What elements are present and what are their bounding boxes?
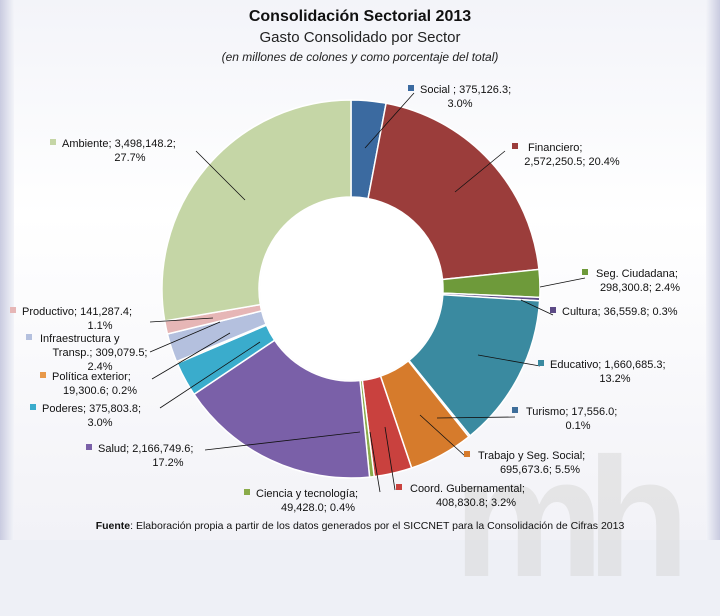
data-label-ambiente: Ambiente; 3,498,148.2; 27.7% [62, 138, 176, 164]
chart-title: Consolidación Sectorial 2013 [248, 8, 472, 25]
leader-line-seg-ciudadana [539, 277, 586, 288]
chart-subtitle: Gasto Consolidado por Sector [259, 29, 461, 46]
unit-note: (en millones de colones y como porcentaj… [221, 50, 499, 64]
leader-line-social [364, 92, 415, 149]
data-label-educativo: Educativo; 1,660,685.3; 13.2% [550, 359, 666, 385]
legend-marker-financiero [512, 143, 518, 149]
legend-marker-salud [86, 444, 92, 450]
legend-marker-ambiente [50, 139, 56, 145]
legend-marker-turismo [512, 407, 518, 413]
data-label-seg-ciudadana: Seg. Ciudadana; 298,300.8; 2.4% [596, 268, 680, 294]
legend-marker-trabajo-y-seg-social [464, 451, 470, 457]
legend-marker-infraestructura-y-transp- [26, 334, 32, 340]
leader-line-turismo [436, 416, 516, 419]
source-text: : Elaboración propia a partir de los dat… [130, 520, 625, 532]
legend-marker-educativo [538, 360, 544, 366]
leader-line-cultura [520, 299, 554, 316]
leader-line-coord-gubernamental [384, 426, 396, 491]
leader-line-financiero [454, 150, 506, 193]
leader-line-salud [204, 431, 361, 451]
data-label-trabajo-y-seg-social: Trabajo y Seg. Social; 695,673.6; 5.5% [478, 450, 585, 476]
left-border [0, 0, 14, 540]
data-label-poderes: Poderes; 375,803.8; 3.0% [42, 403, 141, 429]
legend-marker-seg-ciudadana [582, 269, 588, 275]
data-label-coord-gubernamental: Coord. Gubernamental; 408,830.8; 3.2% [410, 483, 525, 509]
right-border [706, 0, 720, 540]
legend-marker-productivo [10, 307, 16, 313]
leader-line-ciencia-y-tecnolog-a [369, 431, 381, 493]
slice-salud [193, 339, 371, 479]
doughnut-chart: Social ; 375,126.3; 3.0% Financiero; 2,572,… [10, 84, 680, 514]
data-label-productivo: Productivo; 141,287.4; 1.1% [22, 306, 132, 332]
data-label-infraestructura-y-transp-: Infraestructura y Transp.; 309,079.5; 2.4% [40, 333, 148, 373]
legend-marker-pol-tica-exterior [40, 372, 46, 378]
source-label: Fuente [95, 520, 131, 532]
doughnut-hole [260, 198, 442, 380]
leader-line-ambiente [195, 150, 246, 201]
leader-line-poderes [159, 341, 261, 409]
leader-line-productivo [149, 317, 214, 323]
data-label-turismo: Turismo; 17,556.0; 0.1% [526, 406, 617, 432]
legend-marker-poderes [30, 404, 36, 410]
leader-line-educativo [477, 354, 541, 367]
slice-financiero [367, 102, 540, 281]
data-label-salud: Salud; 2,166,749.6; 17.2% [98, 443, 193, 469]
data-label-financiero: Financiero; 2,572,250.5; 20.4% [524, 142, 620, 168]
data-label-ciencia-y-tecnolog-a: Ciencia y tecnología; 49,428.0; 0.4% [256, 488, 358, 514]
legend-marker-coord-gubernamental [396, 484, 402, 490]
slice-ambiente [161, 99, 352, 322]
leader-line-trabajo-y-seg-social [419, 414, 466, 457]
data-label-cultura: Cultura; 36,559.8; 0.3% [562, 306, 678, 318]
leader-line-pol-tica-exterior [151, 332, 231, 380]
legend-marker-social [408, 85, 414, 91]
data-label-social: Social ; 375,126.3; 3.0% [420, 84, 511, 110]
source-note: Fuente: Elaboración propia a partir de l… [0, 520, 720, 532]
leader-line-infraestructura-y-transp- [149, 321, 221, 353]
legend-marker-ciencia-y-tecnolog-a [244, 489, 250, 495]
data-label-pol-tica-exterior: Política exterior; 19,300.6; 0.2% [52, 371, 137, 397]
legend-marker-cultura [550, 307, 556, 313]
